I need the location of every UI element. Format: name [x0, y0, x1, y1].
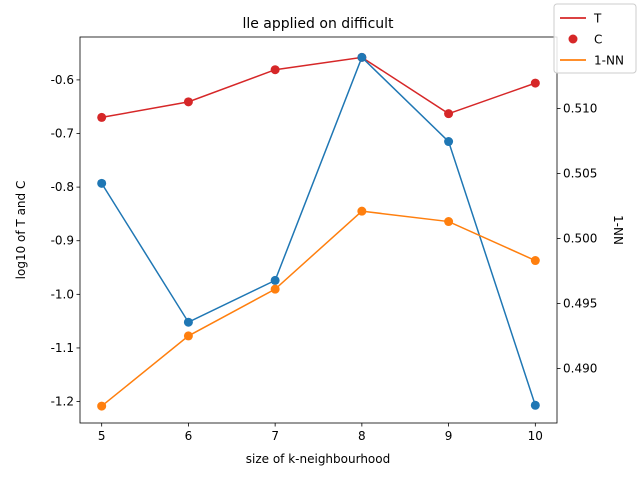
y-left-tick-label: -1.0: [51, 287, 74, 301]
data-point-t: [183, 97, 193, 107]
legend-swatch-c: [568, 34, 578, 44]
data-point-t: [530, 78, 540, 88]
legend-label-c: C: [594, 33, 602, 47]
y-left-tick-label: -0.8: [51, 180, 74, 194]
x-tick-label: 9: [445, 429, 453, 443]
data-point-t: [97, 112, 107, 122]
data-point-1-nn: [97, 401, 107, 411]
data-point-c: [270, 275, 280, 285]
x-axis-label: size of k-neighbourhood: [246, 452, 390, 466]
y-axis-label-left: log10 of T and C: [14, 181, 28, 280]
data-point-1-nn: [357, 206, 367, 216]
legend-label-t: T: [593, 12, 602, 26]
legend-label-1-nn: 1-NN: [594, 54, 624, 68]
data-point-c: [183, 317, 193, 327]
series-line-1-nn: [101, 210, 536, 407]
legend: TC 1-NN: [553, 3, 637, 74]
x-tick-label: 6: [185, 429, 193, 443]
axes-layer: 5 6 7 8 9 10 -1.2 -1.1 -1.0 -0.9 -0.8 -0.7 -0.6 0.490…: [51, 36, 597, 443]
chart-title: lle applied on difficult: [242, 16, 394, 32]
x-tick-label: 8: [358, 429, 366, 443]
data-point-c: [444, 137, 454, 147]
y-left-tick-label: -0.9: [51, 234, 74, 248]
y-right-tick-label: 0.510: [563, 101, 597, 115]
x-tick-label: 7: [271, 429, 279, 443]
y-right-tick-label: 0.490: [563, 361, 597, 375]
y-left-tick-label: -0.7: [51, 127, 74, 141]
y-right-tick-label: 0.500: [563, 231, 597, 245]
data-point-c: [530, 400, 540, 410]
data-point-t: [270, 65, 280, 75]
y-left-tick-label: -0.6: [51, 73, 74, 87]
plot-frame: [79, 36, 558, 424]
x-tick-label: 10: [528, 429, 543, 443]
data-point-1-nn: [444, 217, 454, 227]
data-point-c: [357, 52, 367, 62]
y-right-tick-label: 0.495: [563, 296, 597, 310]
x-tick-label: 5: [98, 429, 106, 443]
data-point-t: [444, 109, 454, 119]
y-right-tick-label: 0.505: [563, 166, 597, 180]
series-line-t: [101, 56, 536, 119]
data-point-1-nn: [270, 284, 280, 294]
data-point-c: [97, 178, 107, 188]
y-left-tick-label: -1.2: [51, 395, 74, 409]
series-layer: [97, 52, 540, 411]
series-line-c: [101, 56, 537, 406]
y-axis-label-right: 1-NN: [611, 215, 625, 245]
data-point-1-nn: [530, 256, 540, 266]
legend-frame: [553, 3, 637, 74]
data-point-1-nn: [183, 331, 193, 341]
y-left-tick-label: -1.1: [51, 341, 74, 355]
